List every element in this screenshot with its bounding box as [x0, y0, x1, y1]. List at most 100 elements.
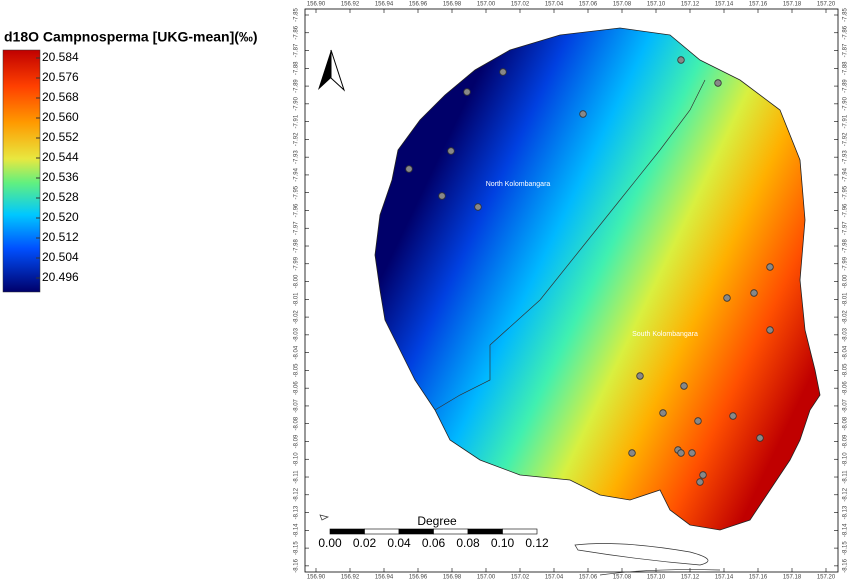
- latitude-label: -8.04: [843, 345, 849, 359]
- sample-point: [766, 263, 774, 271]
- latitude-label: -7.85: [843, 8, 849, 22]
- latitude-label: -7.96: [294, 203, 300, 217]
- latitude-label: -7.95: [843, 185, 849, 199]
- latitude-label: -7.98: [294, 239, 300, 253]
- longitude-label: 157.04: [545, 2, 564, 8]
- legend-label: 20.576: [42, 70, 79, 84]
- scale-unit: Degree: [417, 514, 457, 528]
- latitude-label: -8.16: [294, 558, 300, 572]
- latitude-label: -8.07: [294, 398, 300, 412]
- legend-label: 20.568: [42, 90, 79, 104]
- sample-point: [694, 417, 702, 425]
- sample-point: [699, 471, 707, 479]
- sample-point: [677, 449, 685, 457]
- latitude-label: -7.87: [843, 43, 849, 57]
- longitude-label: 157.08: [613, 575, 632, 581]
- latitude-label: -7.94: [294, 167, 300, 181]
- longitude-label: 157.14: [715, 2, 734, 8]
- latitude-label: -8.09: [294, 434, 300, 448]
- latitude-label: -7.93: [843, 150, 849, 164]
- longitude-label: 156.90: [307, 2, 326, 8]
- latitude-label: -7.86: [843, 25, 849, 39]
- legend-label: 20.536: [42, 170, 79, 184]
- scale-segment: [398, 528, 434, 535]
- latitude-label: -8.06: [843, 381, 849, 395]
- sample-point: [474, 203, 482, 211]
- latitude-label: -8.16: [843, 558, 849, 572]
- latitude-label: -7.89: [843, 79, 849, 93]
- latitude-label: -7.99: [843, 256, 849, 270]
- latitude-label: -8.14: [294, 523, 300, 537]
- latitude-label: -7.97: [843, 221, 849, 235]
- latitude-label: -8.00: [294, 274, 300, 288]
- legend-label: 20.512: [42, 230, 79, 244]
- latitude-label: -7.99: [294, 256, 300, 270]
- longitude-label: 157.12: [681, 575, 700, 581]
- scale-segment: [502, 528, 538, 535]
- longitude-label: 156.92: [341, 575, 360, 581]
- latitude-label: -7.96: [843, 203, 849, 217]
- latitude-label: -8.01: [294, 292, 300, 306]
- latitude-label: -8.03: [843, 327, 849, 341]
- sample-point: [688, 449, 696, 457]
- latitude-label: -8.08: [294, 416, 300, 430]
- sample-point: [579, 110, 587, 118]
- latitude-label: -7.87: [294, 43, 300, 57]
- latitude-label: -8.02: [294, 310, 300, 324]
- scale-segment: [467, 528, 503, 535]
- sample-point: [750, 289, 758, 297]
- longitude-label: 156.90: [307, 575, 326, 581]
- latitude-label: -7.92: [294, 132, 300, 146]
- sample-point: [696, 478, 704, 486]
- latitude-label: -8.03: [294, 327, 300, 341]
- longitude-label: 157.10: [647, 2, 666, 8]
- sample-point: [463, 88, 471, 96]
- legend-label: 20.552: [42, 130, 79, 144]
- legend-label: 20.504: [42, 250, 79, 264]
- longitude-label: 156.98: [443, 2, 462, 8]
- latitude-label: -8.13: [843, 505, 849, 519]
- longitude-label: 157.08: [613, 2, 632, 8]
- latitude-label: -7.89: [294, 79, 300, 93]
- region-label: North Kolombangara: [486, 181, 551, 188]
- latitude-label: -7.95: [294, 185, 300, 199]
- longitude-label: 156.92: [341, 2, 360, 8]
- sample-point: [677, 56, 685, 64]
- latitude-label: -7.97: [294, 221, 300, 235]
- latitude-label: -8.01: [843, 292, 849, 306]
- sample-point: [438, 192, 446, 200]
- sample-point: [714, 79, 722, 87]
- legend-label: 20.560: [42, 110, 79, 124]
- longitude-label: 157.20: [817, 575, 836, 581]
- latitude-label: -8.10: [294, 452, 300, 466]
- island: [374, 27, 821, 531]
- sample-point: [628, 449, 636, 457]
- scale-label: 0.04: [387, 536, 411, 550]
- latitude-label: -8.06: [294, 381, 300, 395]
- longitude-label: 157.06: [579, 2, 598, 8]
- latitude-label: -8.15: [843, 541, 849, 555]
- sample-point: [766, 326, 774, 334]
- region-boundary: [434, 79, 706, 411]
- longitude-label: 157.06: [579, 575, 598, 581]
- scale-segment: [364, 528, 400, 535]
- latitude-label: -7.98: [843, 239, 849, 253]
- longitude-label: 157.18: [783, 2, 802, 8]
- sample-point: [636, 372, 644, 380]
- longitude-label: 157.20: [817, 2, 836, 8]
- latitude-label: -8.09: [843, 434, 849, 448]
- latitude-label: -7.85: [294, 8, 300, 22]
- latitude-label: -7.92: [843, 132, 849, 146]
- sample-point: [723, 294, 731, 302]
- longitude-label: 157.04: [545, 575, 564, 581]
- longitude-label: 157.10: [647, 575, 666, 581]
- latitude-label: -8.12: [294, 487, 300, 501]
- latitude-label: -8.05: [843, 363, 849, 377]
- longitude-label: 156.96: [409, 575, 428, 581]
- longitude-label: 157.00: [477, 575, 496, 581]
- latitude-label: -7.88: [294, 61, 300, 75]
- latitude-label: -7.93: [294, 150, 300, 164]
- map-frame: [304, 8, 839, 573]
- region-label: South Kolombangara: [632, 331, 698, 338]
